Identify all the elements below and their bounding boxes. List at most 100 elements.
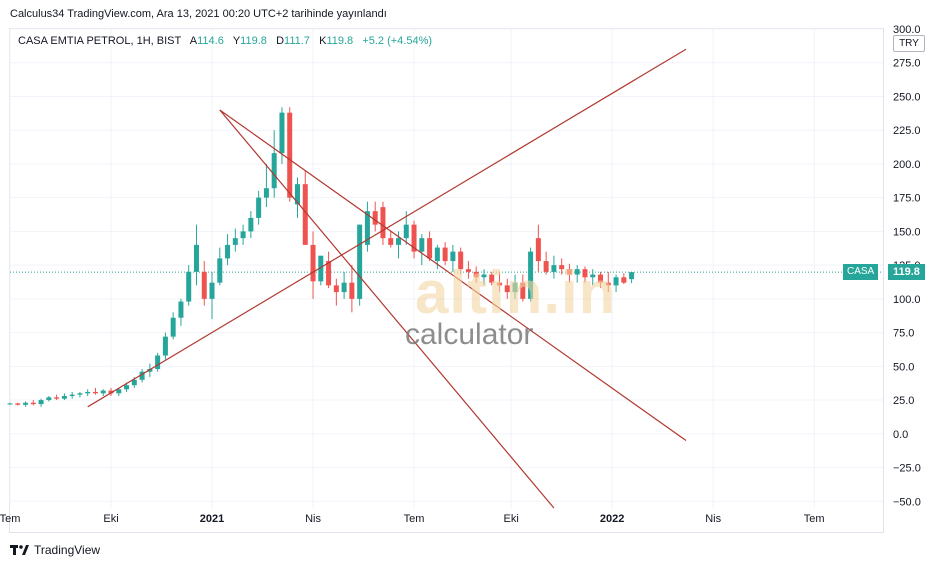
candle-body — [551, 265, 557, 272]
x-tick-label: Eki — [103, 513, 118, 525]
candle-body — [481, 274, 487, 278]
candle — [364, 201, 370, 252]
candle — [396, 231, 401, 259]
candle — [551, 255, 557, 279]
candle-body — [38, 400, 44, 405]
y-tick-label: 100.0 — [893, 294, 921, 306]
candle-body — [621, 277, 627, 283]
change-value: +5.2 (+4.54%) — [362, 35, 433, 47]
candle — [458, 247, 464, 275]
candle-body — [497, 282, 503, 286]
y-tick-label: 150.0 — [893, 226, 921, 238]
candle — [225, 234, 231, 266]
candle — [7, 402, 13, 405]
candle — [613, 274, 619, 293]
candle-body — [388, 238, 394, 245]
candle — [388, 231, 394, 248]
candle — [201, 261, 207, 306]
candle-body — [341, 282, 347, 293]
candle — [528, 247, 534, 302]
candle — [349, 265, 355, 313]
candle-body — [450, 251, 456, 262]
candle-body — [559, 265, 565, 270]
candle — [427, 231, 433, 262]
currency-button[interactable]: TRY — [893, 35, 925, 52]
candle-body — [186, 271, 192, 302]
candle — [287, 107, 293, 202]
candle-body — [535, 238, 541, 262]
candle-body — [170, 317, 176, 337]
candle-body — [77, 393, 83, 395]
candle — [497, 271, 503, 293]
candle-body — [613, 277, 619, 286]
high-label: Y — [232, 35, 241, 47]
candle — [30, 400, 36, 406]
candle — [318, 255, 324, 286]
candle — [294, 177, 300, 218]
candle — [139, 369, 145, 383]
candle-body — [629, 272, 635, 280]
footer-brand[interactable]: TradingView — [10, 543, 100, 557]
candle — [100, 389, 106, 397]
candle-body — [528, 251, 534, 299]
last-price-tag: 119.8 — [888, 264, 925, 280]
y-tick-label: 25.0 — [893, 395, 914, 407]
candle-body — [372, 211, 378, 225]
candle — [92, 387, 98, 395]
candle-body — [333, 285, 339, 293]
candle-body — [124, 385, 130, 390]
candle-body — [504, 285, 510, 293]
candle — [442, 242, 448, 266]
candle — [411, 220, 417, 259]
candle — [147, 363, 153, 378]
y-tick-label: 275.0 — [893, 58, 921, 70]
candle-body — [7, 403, 13, 405]
candle — [434, 244, 440, 270]
y-tick-label: 300.0 — [893, 24, 921, 36]
candle — [504, 278, 510, 299]
close-value: 119.8 — [326, 35, 354, 47]
y-tick-label: 175.0 — [893, 193, 921, 205]
candle-body — [364, 211, 370, 245]
candle — [263, 163, 269, 208]
candle — [108, 387, 114, 397]
candle-body — [419, 238, 425, 252]
candle-body — [326, 261, 332, 286]
candle-body — [294, 184, 300, 205]
candle — [271, 130, 277, 198]
candle-body — [240, 231, 246, 239]
candle-body — [442, 247, 448, 262]
candle — [512, 274, 518, 299]
x-tick-label: Eki — [504, 513, 519, 525]
candle-body — [543, 261, 549, 272]
x-axis: Tem Eki 2021 Nis Tem Eki 2022 Nis Tem — [0, 513, 825, 525]
candle-body — [357, 224, 363, 299]
candle-body — [116, 389, 122, 394]
candle-body — [92, 391, 98, 394]
low-label: D — [276, 35, 285, 47]
candle-body — [232, 238, 238, 245]
candle — [535, 224, 541, 272]
candle — [310, 231, 316, 299]
candle — [193, 224, 199, 286]
candle-body — [69, 394, 75, 397]
x-tick-label: Nis — [305, 513, 321, 525]
candle — [372, 201, 378, 232]
candle-body — [217, 258, 223, 283]
candle — [465, 261, 471, 279]
candle — [559, 258, 565, 275]
candle-body — [396, 238, 401, 245]
candle — [69, 391, 75, 399]
y-tick-label: 225.0 — [893, 125, 921, 137]
candle-body — [100, 390, 106, 394]
y-tick-label: 200.0 — [893, 159, 921, 171]
candle-body — [512, 282, 518, 293]
candle — [85, 389, 91, 397]
ohlc-legend: CASA EMTIA PETROL, 1H, BIST A114.6 Y119.… — [18, 35, 432, 47]
open-value: 114.6 — [197, 35, 224, 47]
candle — [61, 393, 67, 401]
candle-body — [287, 112, 293, 198]
candle — [240, 224, 246, 245]
candle-body — [520, 282, 526, 299]
